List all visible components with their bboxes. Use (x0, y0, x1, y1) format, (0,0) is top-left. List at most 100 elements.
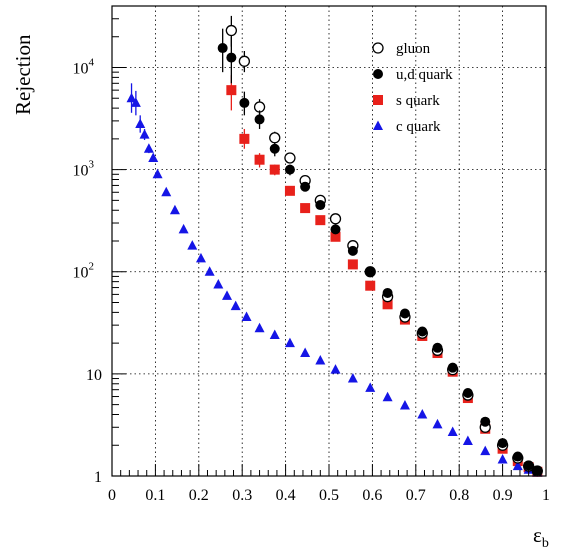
label-layer: 0 0.1 0.2 0.3 0.4 0.5 0.6 0.7 0.8 0.9 111010210310… (73, 56, 551, 504)
data-point-c-quark (462, 435, 473, 446)
data-point-c-quark (254, 322, 265, 333)
x-tick-label: 0.7 (406, 487, 426, 504)
x-tick-label: 0.2 (189, 487, 209, 504)
data-point-u-d-quark (462, 387, 473, 398)
x-tick-label: 0 (108, 487, 116, 504)
y-tick-label: 10 (86, 367, 102, 384)
x-axis-title-sub: b (542, 536, 549, 551)
legend-label-s-quark: s quark (396, 93, 440, 109)
data-point-u-d-quark (284, 164, 295, 175)
data-point-u-d-quark (399, 308, 410, 319)
data-point-c-quark (213, 279, 224, 289)
x-tick-label: 0.4 (276, 487, 296, 504)
x-tick-label: 0.8 (449, 487, 469, 504)
data-point-u-d-quark (269, 143, 280, 154)
data-point-c-quark (139, 129, 150, 139)
data-point-s-quark (239, 133, 250, 144)
data-point-u-d-quark (447, 362, 458, 373)
data-point-c-quark (222, 290, 233, 300)
data-point-c-quark (241, 311, 252, 322)
y-tick-label-exponent: 4 (89, 56, 95, 68)
data-point-c-quark (315, 355, 326, 365)
data-point-c-quark (399, 400, 410, 410)
legend-marker-c-quark (373, 120, 383, 130)
data-point-c-quark (284, 337, 295, 348)
data-point-c-quark (148, 152, 159, 162)
data-point-c-quark (347, 373, 358, 383)
y-tick-label-exponent: 2 (89, 261, 95, 273)
data-point-c-quark (365, 382, 376, 392)
y-tick-label: 104 (73, 56, 95, 77)
data-point-u-d-quark (417, 326, 428, 337)
x-tick-label: 0.5 (319, 487, 339, 504)
x-axis-title-main: ε (533, 523, 542, 547)
y-axis-title: Rejection (11, 34, 35, 115)
tick-layer (111, 5, 547, 477)
y-tick-label: 102 (73, 261, 95, 282)
data-point-c-quark (135, 118, 146, 128)
data-point-c-quark (204, 266, 215, 276)
x-tick-label: 1 (542, 487, 550, 504)
data-point-u-d-quark (365, 266, 376, 277)
series-u-d-quark (217, 28, 543, 476)
y-tick-label: 103 (73, 159, 95, 180)
x-axis-title: εb (533, 523, 549, 551)
data-point-u-d-quark (480, 416, 491, 427)
data-point-u-d-quark (254, 114, 265, 125)
data-point-u-d-quark (217, 43, 228, 54)
data-point-u-d-quark (330, 224, 341, 235)
data-point-c-quark (178, 223, 189, 234)
y-tick-label-base: 10 (73, 60, 89, 77)
data-point-c-quark (230, 300, 241, 311)
data-point-s-quark (365, 280, 376, 291)
series-layer (126, 15, 543, 477)
y-tick-label-exponent: 3 (89, 159, 95, 171)
x-tick-label: 0.1 (145, 487, 165, 504)
data-point-s-quark (226, 85, 237, 96)
data-point-u-d-quark (239, 97, 250, 108)
data-point-u-d-quark (226, 52, 237, 63)
data-point-c-quark (161, 186, 172, 197)
y-tick-label-base: 10 (73, 265, 89, 282)
data-point-s-quark (300, 203, 311, 214)
data-point-c-quark (169, 204, 180, 215)
series-c-quark (126, 83, 543, 477)
data-point-u-d-quark (300, 181, 311, 192)
legend-label-u-d-quark: u,d quark (396, 67, 453, 83)
data-point-s-quark (284, 185, 295, 196)
data-point-c-quark (152, 168, 163, 179)
x-tick-label: 0.9 (493, 487, 513, 504)
data-point-gluon (225, 24, 238, 37)
data-point-c-quark (143, 143, 154, 153)
y-tick-label: 1 (94, 469, 102, 486)
data-point-s-quark (254, 154, 265, 165)
x-tick-label: 0.6 (362, 487, 382, 504)
data-point-c-quark (382, 391, 393, 402)
data-point-u-d-quark (497, 438, 508, 449)
data-point-u-d-quark (347, 245, 358, 256)
x-tick-label: 0.3 (232, 487, 252, 504)
data-point-s-quark (330, 231, 341, 242)
data-point-c-quark (432, 418, 443, 429)
data-point-u-d-quark (512, 451, 523, 462)
data-point-c-quark (447, 426, 458, 436)
data-point-c-quark (300, 347, 311, 358)
data-point-c-quark (130, 97, 141, 107)
data-point-s-quark (382, 299, 393, 310)
y-tick-label-base: 10 (73, 163, 89, 180)
data-point-c-quark (269, 329, 280, 340)
data-point-u-d-quark (432, 342, 443, 353)
data-point-c-quark (480, 445, 491, 456)
data-point-gluon (329, 213, 342, 225)
data-point-c-quark (417, 409, 428, 419)
data-point-c-quark (512, 460, 523, 471)
legend-marker-u-d-quark (373, 69, 383, 79)
data-point-gluon (284, 152, 296, 164)
legend: gluon u,d quark s quark c quark (372, 41, 453, 135)
data-point-s-quark (347, 259, 358, 270)
legend-label-c-quark: c quark (396, 119, 441, 135)
data-point-s-quark (269, 164, 280, 175)
data-point-gluon (269, 132, 281, 144)
